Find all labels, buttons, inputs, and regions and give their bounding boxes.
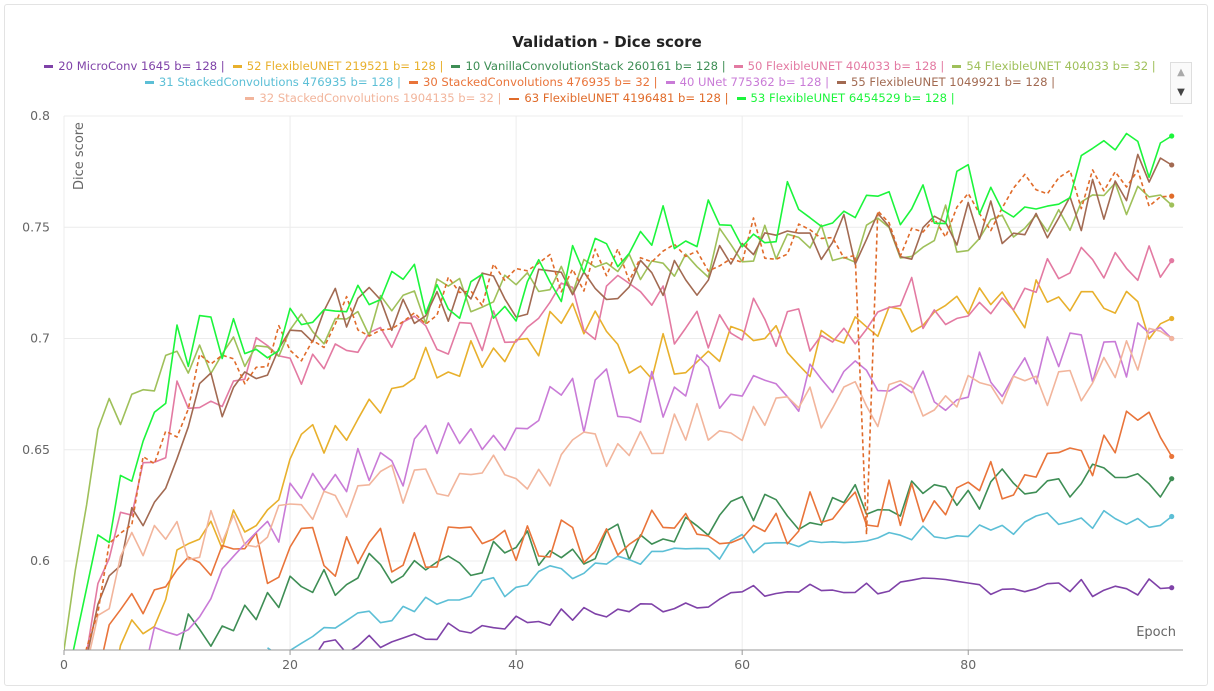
- legend-label: 54 FlexibleUNET 404033 b= 32 |: [966, 59, 1156, 73]
- series-end-point[interactable]: [1169, 162, 1175, 168]
- legend-label: 40 UNet 775362 b= 128 |: [679, 75, 829, 89]
- series-end-point[interactable]: [1169, 585, 1175, 591]
- series-line[interactable]: [64, 410, 1173, 691]
- legend-item[interactable]: 55 FlexibleUNET 1049921 b= 128 |: [836, 74, 1056, 90]
- legend-item[interactable]: 32 StackedConvolutions 1904135 b= 32 |: [245, 90, 501, 106]
- series-line[interactable]: [64, 153, 1173, 691]
- legend-swatch-icon: [509, 97, 520, 100]
- legend-swatch-icon: [736, 97, 746, 100]
- legend-swatch-icon: [44, 65, 54, 68]
- chart-legend[interactable]: 20 MicroConv 1645 b= 128 | 52 FlexibleUNE…: [40, 58, 1160, 106]
- series-line[interactable]: [64, 577, 1172, 691]
- legend-label: 32 StackedConvolutions 1904135 b= 32 |: [259, 91, 502, 105]
- series-line[interactable]: [64, 279, 1173, 691]
- y-axis-label: Dice score: [72, 122, 87, 190]
- series-line[interactable]: [267, 509, 1173, 656]
- grid-layer: 0.6 0.65 0.7 0.75 0.8: [22, 108, 1183, 650]
- legend-swatch-icon: [245, 97, 255, 100]
- legend-scroller[interactable]: ▲ ▼: [1170, 62, 1192, 104]
- x-tick-label: 0: [60, 657, 68, 672]
- series-end-point[interactable]: [1169, 133, 1175, 139]
- scroll-up-icon[interactable]: ▲: [1177, 67, 1185, 78]
- legend-swatch-icon: [952, 65, 962, 68]
- legend-item[interactable]: 50 FlexibleUNET 404033 b= 128 |: [733, 58, 945, 74]
- legend-label: 20 MicroConv 1645 b= 128 |: [58, 59, 225, 73]
- series-end-point[interactable]: [1169, 315, 1175, 322]
- legend-item[interactable]: 54 FlexibleUNET 404033 b= 32 |: [952, 58, 1156, 74]
- legend-label: 55 FlexibleUNET 1049921 b= 128 |: [850, 75, 1056, 89]
- legend-swatch-icon: [451, 65, 461, 68]
- x-tick-label: 80: [960, 657, 976, 672]
- y-tick-label: 0.7: [30, 331, 50, 346]
- series-layer: [64, 132, 1175, 691]
- legend-item[interactable]: 40 UNet 775362 b= 128 |: [665, 74, 829, 90]
- legend-label: 63 FlexibleUNET 4196481 b= 128 |: [524, 91, 729, 105]
- y-tick-label: 0.6: [30, 553, 50, 568]
- series-line[interactable]: [64, 245, 1173, 691]
- x-tick-label: 20: [282, 657, 298, 672]
- y-tick-label: 0.8: [30, 108, 50, 123]
- legend-item[interactable]: 10 VanillaConvolutionStack 260161 b= 128…: [451, 58, 726, 74]
- series-end-point[interactable]: [1169, 513, 1175, 520]
- legend-item[interactable]: 20 MicroConv 1645 b= 128 |: [44, 58, 225, 74]
- legend-label: 53 FlexibleUNET 6454529 b= 128 |: [750, 91, 955, 105]
- series-end-point[interactable]: [1169, 476, 1175, 482]
- scroll-down-icon[interactable]: ▼: [1177, 87, 1185, 98]
- series-line[interactable]: [64, 169, 1172, 691]
- series-end-point[interactable]: [1169, 202, 1175, 208]
- axis-layer: 0 20 40 60 80: [60, 649, 1183, 672]
- chart-title: Validation - Dice score: [512, 33, 702, 51]
- chart-panel: [4, 4, 1208, 686]
- series-line[interactable]: [64, 322, 1173, 691]
- legend-swatch-icon: [232, 65, 242, 68]
- series-line[interactable]: [64, 463, 1173, 691]
- y-tick-label: 0.65: [22, 442, 50, 457]
- series-end-point[interactable]: [1169, 335, 1175, 342]
- series-end-point[interactable]: [1169, 193, 1175, 199]
- series-end-point[interactable]: [1169, 453, 1175, 460]
- legend-item[interactable]: 63 FlexibleUNET 4196481 b= 128 |: [509, 90, 729, 106]
- legend-item[interactable]: 52 FlexibleUNET 219521 b= 128 |: [232, 58, 444, 74]
- x-tick-label: 60: [734, 657, 750, 672]
- legend-swatch-icon: [408, 81, 418, 84]
- y-tick-label: 0.75: [22, 219, 50, 234]
- legend-item[interactable]: 53 FlexibleUNET 6454529 b= 128 |: [736, 90, 955, 106]
- legend-swatch-icon: [836, 81, 846, 84]
- legend-label: 50 FlexibleUNET 404033 b= 128 |: [747, 59, 945, 73]
- x-tick-label: 40: [508, 657, 524, 672]
- legend-swatch-icon: [665, 81, 675, 84]
- series-line[interactable]: [64, 132, 1173, 691]
- series-end-point[interactable]: [1169, 258, 1175, 264]
- series-line[interactable]: [64, 327, 1173, 691]
- legend-swatch-icon: [144, 81, 154, 84]
- legend-item[interactable]: 31 StackedConvolutions 476935 b= 128 |: [144, 74, 401, 90]
- legend-label: 30 StackedConvolutions 476935 b= 32 |: [422, 75, 658, 89]
- x-axis-label: Epoch: [1136, 625, 1176, 640]
- legend-label: 52 FlexibleUNET 219521 b= 128 |: [246, 59, 444, 73]
- legend-label: 10 VanillaConvolutionStack 260161 b= 128…: [465, 59, 726, 73]
- legend-swatch-icon: [733, 65, 743, 68]
- legend-label: 31 StackedConvolutions 476935 b= 128 |: [158, 75, 401, 89]
- legend-item[interactable]: 30 StackedConvolutions 476935 b= 32 |: [408, 74, 658, 90]
